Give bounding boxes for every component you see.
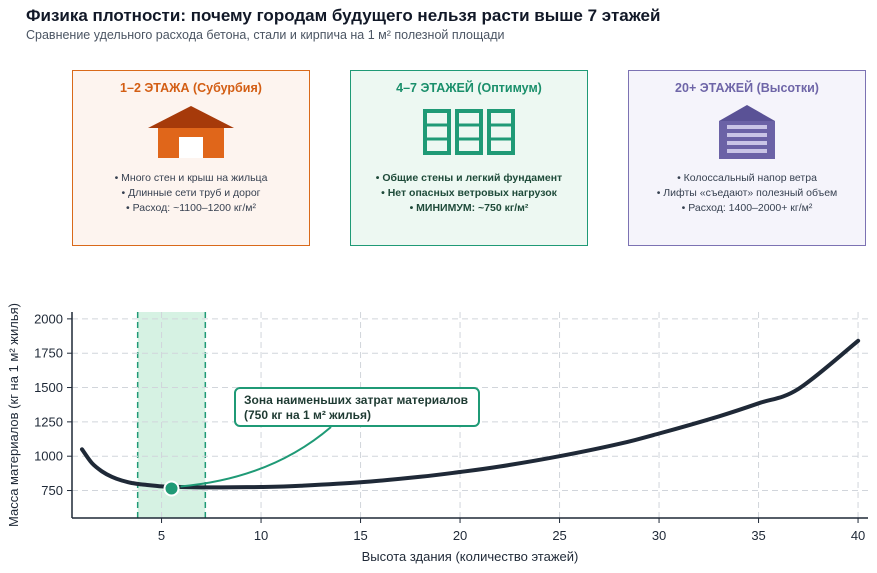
material-mass-chart: 750 1000 1250 1500 1750 2000 5 10 15 20 25 30 35 40 Вы… xyxy=(6,303,868,564)
y-tick-label: 1750 xyxy=(34,346,63,361)
x-tick-label: 30 xyxy=(652,528,666,543)
card-title: 4–7 ЭТАЖЕЙ (Оптимум) xyxy=(396,81,542,95)
page-subtitle: Сравнение удельного расхода бетона, стал… xyxy=(26,28,505,42)
house-icon xyxy=(148,106,234,158)
x-tick-label: 10 xyxy=(254,528,268,543)
card-bullet: • Расход: ~1100–1200 кг/м² xyxy=(126,202,256,214)
x-axis-label: Высота здания (количество этажей) xyxy=(362,549,579,564)
x-tick-label: 25 xyxy=(552,528,566,543)
card-bullet: • Длинные сети труб и дорог xyxy=(121,187,261,199)
annotation-callout: Зона наименьших затрат материалов (750 к… xyxy=(234,387,480,427)
page-title: Физика плотности: почему городам будущег… xyxy=(26,6,661,25)
y-tick-label: 2000 xyxy=(34,311,63,326)
y-tick-label: 750 xyxy=(41,483,63,498)
annotation-line: (750 кг на 1 м² жилья) xyxy=(244,408,372,422)
card-bullet: • Общие стены и легкий фундамент xyxy=(375,172,563,184)
x-tick-label: 20 xyxy=(453,528,467,543)
annotation-connector xyxy=(180,426,332,488)
annotation-line: Зона наименьших затрат материалов xyxy=(244,393,469,407)
midrise-buildings-icon xyxy=(423,109,515,155)
x-tick-label: 35 xyxy=(751,528,765,543)
y-tick-label: 1250 xyxy=(34,414,63,429)
x-tick-label: 40 xyxy=(851,528,865,543)
x-tick-label: 15 xyxy=(353,528,367,543)
y-tick-label: 1500 xyxy=(34,380,63,395)
card-title: 20+ ЭТАЖЕЙ (Высотки) xyxy=(675,81,819,95)
card-bullet: • Много стен и крыш на жильца xyxy=(114,172,268,184)
card-bullet: • МИНИМУМ: ~750 кг/м² xyxy=(409,202,529,214)
y-tick-label: 1000 xyxy=(34,449,63,464)
card-bullet: • Колоссальный напор ветра xyxy=(677,172,817,184)
card-optimum: 4–7 ЭТАЖЕЙ (Оптимум) • Общие стены и лег… xyxy=(350,70,588,246)
x-tick-label: 5 xyxy=(158,528,165,543)
card-highrise: 20+ ЭТАЖЕЙ (Высотки) • Колоссальный напо… xyxy=(628,70,866,246)
skyscraper-icon xyxy=(719,105,775,159)
card-bullet: • Нет опасных ветровых нагрузок xyxy=(381,187,557,199)
minimum-point-marker xyxy=(163,480,180,497)
card-bullet: • Лифты «съедают» полезный объем xyxy=(656,187,838,199)
material-mass-curve xyxy=(80,338,861,490)
card-suburbia: 1–2 ЭТАЖА (Субурбия) • Много стен и крыш… xyxy=(72,70,310,246)
card-bullet: • Расход: 1400–2000+ кг/м² xyxy=(681,202,813,214)
y-axis-label: Масса материалов (кг на 1 м² жилья) xyxy=(6,303,21,527)
card-title: 1–2 ЭТАЖА (Субурбия) xyxy=(120,81,262,95)
